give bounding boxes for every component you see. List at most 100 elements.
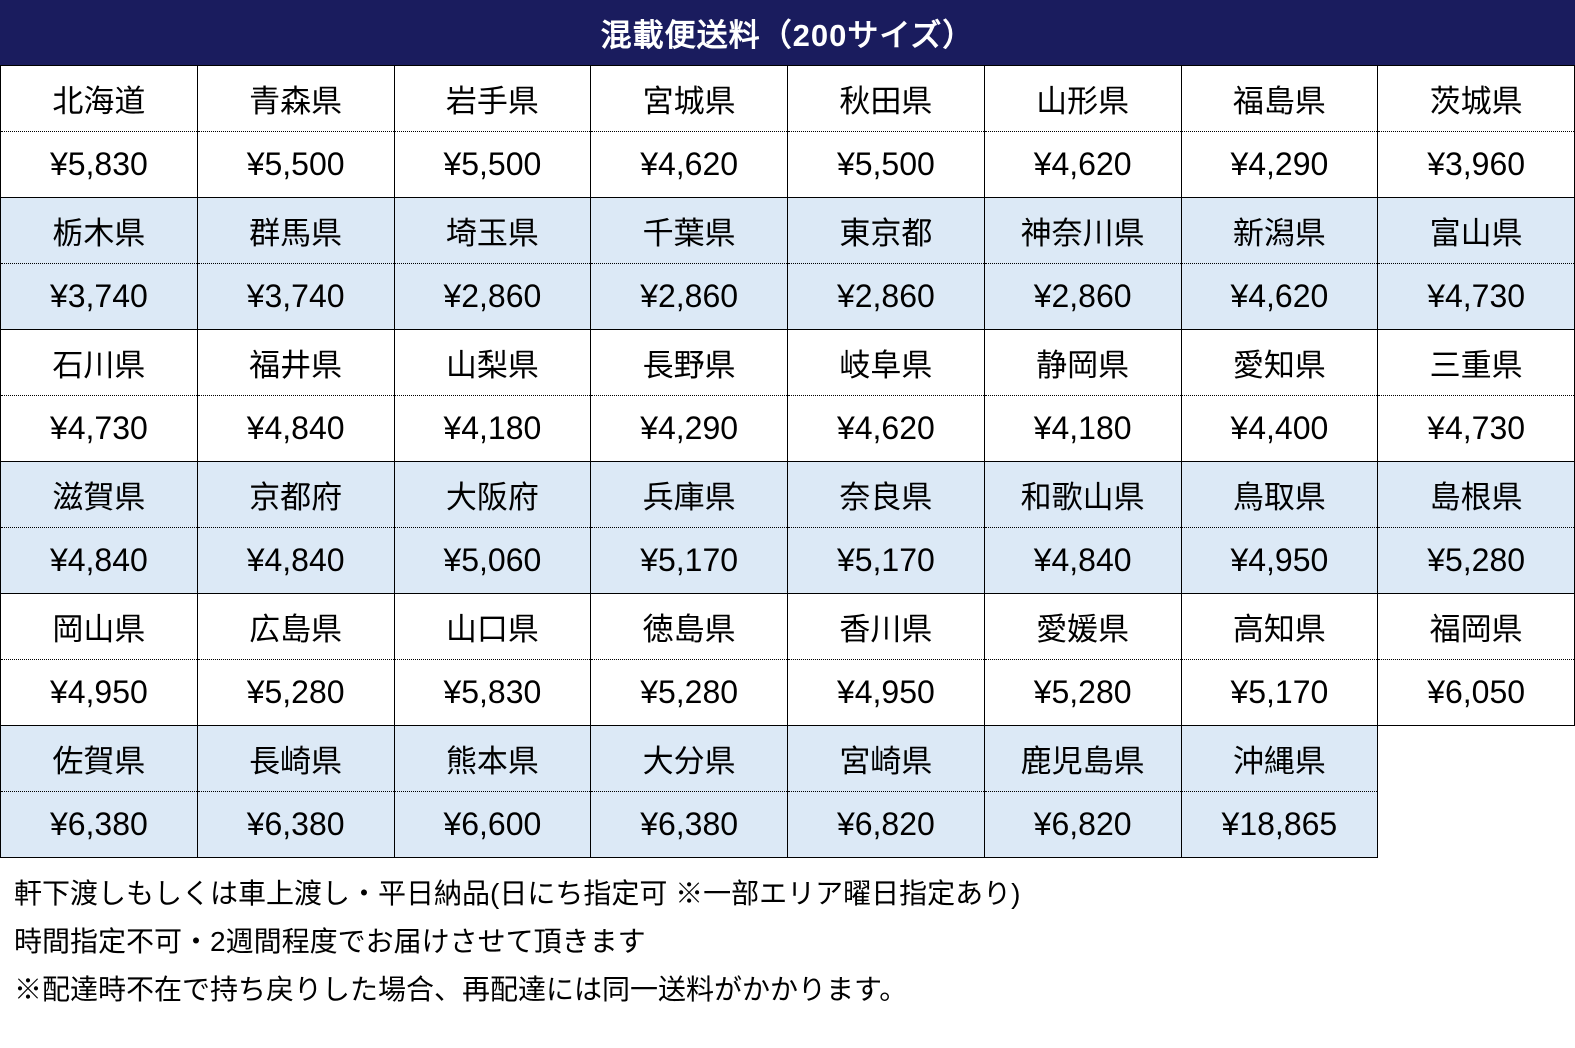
price-row: ¥4,950 ¥5,280 ¥5,830 ¥5,280 ¥4,950 ¥5,280 ¥5,1… <box>0 659 1575 726</box>
prefecture-cell: 長崎県 <box>196 725 395 792</box>
price-cell: ¥6,050 <box>1377 659 1575 726</box>
price-row: ¥4,840 ¥4,840 ¥5,060 ¥5,170 ¥5,170 ¥4,840 ¥4,9… <box>0 527 1575 594</box>
price-cell: ¥6,600 <box>393 791 592 858</box>
prefecture-cell: 青森県 <box>196 65 395 132</box>
prefecture-cell: 島根県 <box>1377 461 1575 528</box>
prefecture-cell: 岡山県 <box>0 593 198 660</box>
price-row: ¥3,740 ¥3,740 ¥2,860 ¥2,860 ¥2,860 ¥2,860 ¥4,6… <box>0 263 1575 330</box>
price-cell: ¥5,830 <box>0 131 198 198</box>
price-cell: ¥3,740 <box>196 263 395 330</box>
price-cell: ¥5,280 <box>196 659 395 726</box>
price-cell: ¥3,960 <box>1377 131 1575 198</box>
note-line-delivery-time: 時間指定不可・2週間程度でお届けさせて頂きます <box>14 926 646 957</box>
prefecture-cell: 新潟県 <box>1180 197 1379 264</box>
price-cell: ¥4,620 <box>983 131 1182 198</box>
price-cell: ¥5,170 <box>787 527 985 594</box>
prefecture-cell: 三重県 <box>1377 329 1575 396</box>
price-cell: ¥4,730 <box>0 395 198 462</box>
prefecture-cell: 山梨県 <box>393 329 592 396</box>
shipping-fee-table: 北海道 青森県 岩手県 宮城県 秋田県 山形県 福島県 茨城県 ¥5,830 ¥5,500 ¥5,5… <box>0 65 1575 858</box>
price-cell: ¥5,060 <box>393 527 592 594</box>
price-cell: ¥4,290 <box>590 395 788 462</box>
price-cell: ¥4,620 <box>590 131 788 198</box>
prefecture-cell: 山形県 <box>983 65 1182 132</box>
price-cell: ¥5,170 <box>590 527 788 594</box>
prefecture-cell: 鳥取県 <box>1180 461 1379 528</box>
price-cell: ¥4,620 <box>1180 263 1379 330</box>
price-cell: ¥4,730 <box>1377 263 1575 330</box>
prefecture-cell: 栃木県 <box>0 197 198 264</box>
prefecture-cell: 高知県 <box>1180 593 1379 660</box>
prefecture-cell: 京都府 <box>196 461 395 528</box>
prefecture-cell: 福井県 <box>196 329 395 396</box>
table-title: 混載便送料（200サイズ） <box>600 18 975 53</box>
prefecture-cell: 奈良県 <box>787 461 985 528</box>
price-row: ¥5,830 ¥5,500 ¥5,500 ¥4,620 ¥5,500 ¥4,620 ¥4,2… <box>0 131 1575 198</box>
price-cell: ¥6,380 <box>0 791 198 858</box>
empty-cell <box>1377 725 1575 792</box>
price-cell: ¥4,180 <box>983 395 1182 462</box>
price-cell: ¥4,730 <box>1377 395 1575 462</box>
table-title-bar: 混載便送料（200サイズ） <box>0 0 1575 65</box>
prefecture-cell: 千葉県 <box>590 197 788 264</box>
price-cell: ¥5,280 <box>590 659 788 726</box>
prefecture-cell: 兵庫県 <box>590 461 788 528</box>
prefecture-cell: 富山県 <box>1377 197 1575 264</box>
price-cell: ¥5,830 <box>393 659 592 726</box>
price-cell: ¥2,860 <box>393 263 592 330</box>
prefecture-cell: 北海道 <box>0 65 198 132</box>
price-cell: ¥4,840 <box>0 527 198 594</box>
prefecture-cell: 鹿児島県 <box>983 725 1182 792</box>
prefecture-cell: 大分県 <box>590 725 788 792</box>
prefecture-cell: 大阪府 <box>393 461 592 528</box>
prefecture-name-row: 岡山県 広島県 山口県 徳島県 香川県 愛媛県 高知県 福岡県 <box>0 593 1575 660</box>
notes-block: 軒下渡しもしくは車上渡し・平日納品(日にち指定可 ※一部エリア曜日指定あり) 時… <box>0 858 1575 1006</box>
prefecture-cell: 熊本県 <box>393 725 592 792</box>
price-cell: ¥4,290 <box>1180 131 1379 198</box>
prefecture-cell: 山口県 <box>393 593 592 660</box>
shipping-fee-table-body: 北海道 青森県 岩手県 宮城県 秋田県 山形県 福島県 茨城県 ¥5,830 ¥5,500 ¥5,5… <box>0 65 1575 858</box>
price-cell: ¥6,820 <box>787 791 985 858</box>
prefecture-name-row: 石川県 福井県 山梨県 長野県 岐阜県 静岡県 愛知県 三重県 <box>0 329 1575 396</box>
prefecture-cell: 静岡県 <box>983 329 1182 396</box>
prefecture-name-row: 栃木県 群馬県 埼玉県 千葉県 東京都 神奈川県 新潟県 富山県 <box>0 197 1575 264</box>
prefecture-cell: 滋賀県 <box>0 461 198 528</box>
price-cell: ¥18,865 <box>1180 791 1379 858</box>
prefecture-name-row: 佐賀県 長崎県 熊本県 大分県 宮崎県 鹿児島県 沖縄県 <box>0 725 1575 792</box>
price-cell: ¥4,620 <box>787 395 985 462</box>
price-cell: ¥2,860 <box>983 263 1182 330</box>
price-cell: ¥6,820 <box>983 791 1182 858</box>
price-cell: ¥6,380 <box>196 791 395 858</box>
price-cell: ¥6,380 <box>590 791 788 858</box>
price-cell: ¥5,500 <box>393 131 592 198</box>
prefecture-name-row: 滋賀県 京都府 大阪府 兵庫県 奈良県 和歌山県 鳥取県 島根県 <box>0 461 1575 528</box>
price-cell: ¥4,950 <box>0 659 198 726</box>
price-cell: ¥4,840 <box>196 395 395 462</box>
price-cell: ¥4,180 <box>393 395 592 462</box>
prefecture-cell: 長野県 <box>590 329 788 396</box>
prefecture-cell: 宮城県 <box>590 65 788 132</box>
prefecture-cell: 広島県 <box>196 593 395 660</box>
note-line-delivery-method: 軒下渡しもしくは車上渡し・平日納品(日にち指定可 ※一部エリア曜日指定あり) <box>14 878 1021 909</box>
prefecture-cell: 群馬県 <box>196 197 395 264</box>
prefecture-cell: 茨城県 <box>1377 65 1575 132</box>
prefecture-cell: 徳島県 <box>590 593 788 660</box>
price-cell: ¥5,170 <box>1180 659 1379 726</box>
prefecture-cell: 岩手県 <box>393 65 592 132</box>
prefecture-cell: 岐阜県 <box>787 329 985 396</box>
price-row: ¥4,730 ¥4,840 ¥4,180 ¥4,290 ¥4,620 ¥4,180 ¥4,4… <box>0 395 1575 462</box>
price-cell: ¥2,860 <box>590 263 788 330</box>
price-cell: ¥5,500 <box>196 131 395 198</box>
prefecture-cell: 石川県 <box>0 329 198 396</box>
price-row: ¥6,380 ¥6,380 ¥6,600 ¥6,380 ¥6,820 ¥6,820 ¥18,… <box>0 791 1575 858</box>
prefecture-cell: 秋田県 <box>787 65 985 132</box>
prefecture-cell: 和歌山県 <box>983 461 1182 528</box>
price-cell: ¥2,860 <box>787 263 985 330</box>
price-cell: ¥4,840 <box>983 527 1182 594</box>
note-line-redelivery: ※配達時不在で持ち戻りした場合、再配達には同一送料がかかります。 <box>14 974 908 1005</box>
price-cell: ¥4,400 <box>1180 395 1379 462</box>
price-cell: ¥5,280 <box>1377 527 1575 594</box>
empty-cell <box>1377 791 1575 858</box>
prefecture-cell: 福島県 <box>1180 65 1379 132</box>
price-cell: ¥4,840 <box>196 527 395 594</box>
